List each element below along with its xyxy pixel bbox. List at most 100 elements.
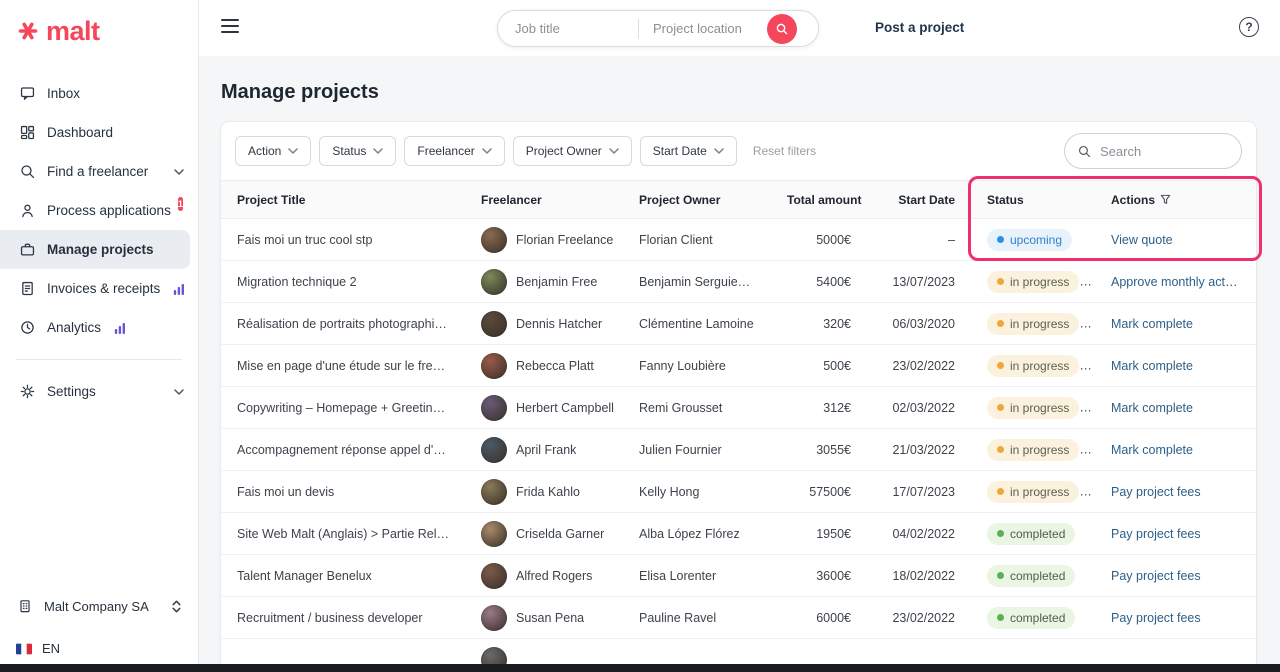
freelancer-identity: Rebecca Platt <box>481 352 607 379</box>
sidebar-item-find-a-freelancer[interactable]: Find a freelancer <box>0 152 198 191</box>
row-action-link[interactable]: Mark complete <box>1111 316 1193 331</box>
status-label: in progress <box>1010 442 1070 457</box>
project-owner-cell: Fanny Loubière <box>623 344 771 387</box>
actions-cell: Mark complete <box>1095 428 1256 471</box>
row-action-link[interactable]: Mark complete <box>1111 400 1193 415</box>
start-date-cell: 06/03/2020 <box>867 302 971 345</box>
table-row: Mise en page d'une étude sur le freel...… <box>221 344 1256 387</box>
start-date-cell: 23/02/2022 <box>867 344 971 387</box>
total-amount-cell: 3600€ <box>771 554 867 597</box>
sidebar-item-analytics[interactable]: Analytics <box>0 308 198 347</box>
help-icon[interactable]: ? <box>1239 17 1259 37</box>
sidebar-item-settings[interactable]: Settings <box>0 372 198 411</box>
chevron-down-icon <box>288 148 299 154</box>
col-header-start-date: Start Date <box>867 180 971 219</box>
table-search-input[interactable] <box>1100 143 1229 159</box>
sidebar-item-manage-projects[interactable]: Manage projects <box>0 230 190 269</box>
filter-dropdown-freelancer[interactable]: Freelancer <box>404 136 505 166</box>
row-action-link[interactable]: Mark complete <box>1111 442 1193 457</box>
menu-toggle-icon[interactable] <box>221 19 239 37</box>
freelancer-cell: Dennis Hatcher <box>465 302 623 345</box>
row-action-link[interactable]: View quote <box>1111 232 1173 247</box>
status-label: in progress <box>1010 484 1070 499</box>
freelancer-cell: Benjamin Free <box>465 260 623 303</box>
status-dot <box>997 404 1004 411</box>
filter-dropdown-label: Action <box>248 144 282 158</box>
status-badge: in progress <box>987 438 1080 461</box>
malt-logo[interactable]: malt <box>0 0 198 48</box>
status-dot <box>997 320 1004 327</box>
sidebar-item-process-applications[interactable]: Process applications 1 <box>0 191 198 230</box>
status-badge: upcoming <box>987 228 1073 251</box>
freelancer-cell: Rebecca Platt <box>465 344 623 387</box>
table-row: Talent Manager Benelux Alfred Rogers Elisa… <box>221 554 1256 597</box>
freelancer-identity: Florian Freelance <box>481 226 613 253</box>
status-label: in progress <box>1010 316 1070 331</box>
post-a-project-link[interactable]: Post a project <box>875 20 965 35</box>
reset-filters-link[interactable]: Reset filters <box>752 144 817 158</box>
topbar: Post a project ? <box>199 0 1280 56</box>
freelancer-cell: Florian Freelance <box>465 218 623 261</box>
filter-funnel-icon <box>1160 194 1171 205</box>
row-action-link[interactable]: Pay project fees <box>1111 484 1201 499</box>
freelancer-identity: April Frank <box>481 436 607 463</box>
row-action-link[interactable]: Pay project fees <box>1111 568 1201 583</box>
project-title-cell: Mise en page d'une étude sur le freel... <box>221 344 465 387</box>
freelancer-identity: Susan Pena <box>481 604 607 631</box>
company-selector[interactable]: Malt Company SA <box>16 597 182 615</box>
row-action-link[interactable]: Mark complete <box>1111 358 1193 373</box>
chart-bars-icon <box>114 322 126 334</box>
total-amount-cell: 1950€ <box>771 512 867 555</box>
row-action-link[interactable]: Pay project fees <box>1111 610 1201 625</box>
project-title-cell: Fais moi un devis <box>221 470 465 513</box>
project-title-cell: Recruitment / business developer <box>221 596 465 639</box>
table-row: Fais moi un devis Frida Kahlo Kelly Hong 57… <box>221 470 1256 513</box>
sidebar-item-dashboard[interactable]: Dashboard <box>0 113 198 152</box>
chevron-down-icon <box>609 148 619 154</box>
status-badge: completed <box>987 522 1076 545</box>
col-header-status: Status <box>971 180 1095 219</box>
freelancer-name: Alfred Rogers <box>516 568 593 583</box>
invoices-icon <box>18 280 36 298</box>
start-date-cell: 21/03/2022 <box>867 428 971 471</box>
status-label: in progress <box>1010 358 1070 373</box>
freelancer-name: Frida Kahlo <box>516 484 580 499</box>
row-action-link[interactable]: Pay project fees <box>1111 526 1201 541</box>
project-owner-cell: Alba López Flórez <box>623 512 771 555</box>
status-dot <box>997 446 1004 453</box>
sidebar-item-invoices-receipts[interactable]: Invoices & receipts <box>0 269 198 308</box>
start-date-cell: 04/02/2022 <box>867 512 971 555</box>
freelancer-cell: April Frank <box>465 428 623 471</box>
filter-dropdown-project-owner[interactable]: Project Owner <box>512 136 632 166</box>
filter-dropdown-status[interactable]: Status <box>319 136 397 166</box>
actions-cell: Pay project fees <box>1095 512 1256 555</box>
filter-dropdown-action[interactable]: Action <box>235 136 312 166</box>
freelancer-name: Dennis Hatcher <box>516 316 603 331</box>
freelancer-name: Criselda Garner <box>516 526 605 541</box>
col-header-actions[interactable]: Actions <box>1095 180 1256 219</box>
col-header-project-title: Project Title <box>221 180 465 219</box>
malt-logo-icon <box>16 19 40 43</box>
project-location-input[interactable] <box>639 21 767 36</box>
language-selector[interactable]: EN <box>16 641 182 656</box>
status-dot <box>997 572 1004 579</box>
freelancer-name: April Frank <box>516 442 577 457</box>
status-cell: in progress <box>971 470 1095 513</box>
status-dot <box>997 488 1004 495</box>
search-button[interactable] <box>767 13 797 44</box>
chevron-down-icon <box>714 148 724 154</box>
start-date-cell: 23/02/2022 <box>867 596 971 639</box>
project-owner-cell: Benjamin Serguienko <box>623 260 771 303</box>
row-action-link[interactable]: Approve monthly activity <box>1111 274 1247 289</box>
project-title-cell: Accompagnement réponse appel d'o... <box>221 428 465 471</box>
filter-dropdown-label: Status <box>332 144 367 158</box>
dashboard-icon <box>18 124 36 142</box>
freelancer-cell: Susan Pena <box>465 596 623 639</box>
sidebar-item-inbox[interactable]: Inbox <box>0 74 198 113</box>
status-badge: in progress <box>987 480 1080 503</box>
job-title-input[interactable] <box>498 21 638 36</box>
status-label: upcoming <box>1010 232 1063 247</box>
avatar <box>481 394 507 421</box>
filter-dropdown-start-date[interactable]: Start Date <box>639 136 737 166</box>
status-dot <box>997 362 1004 369</box>
